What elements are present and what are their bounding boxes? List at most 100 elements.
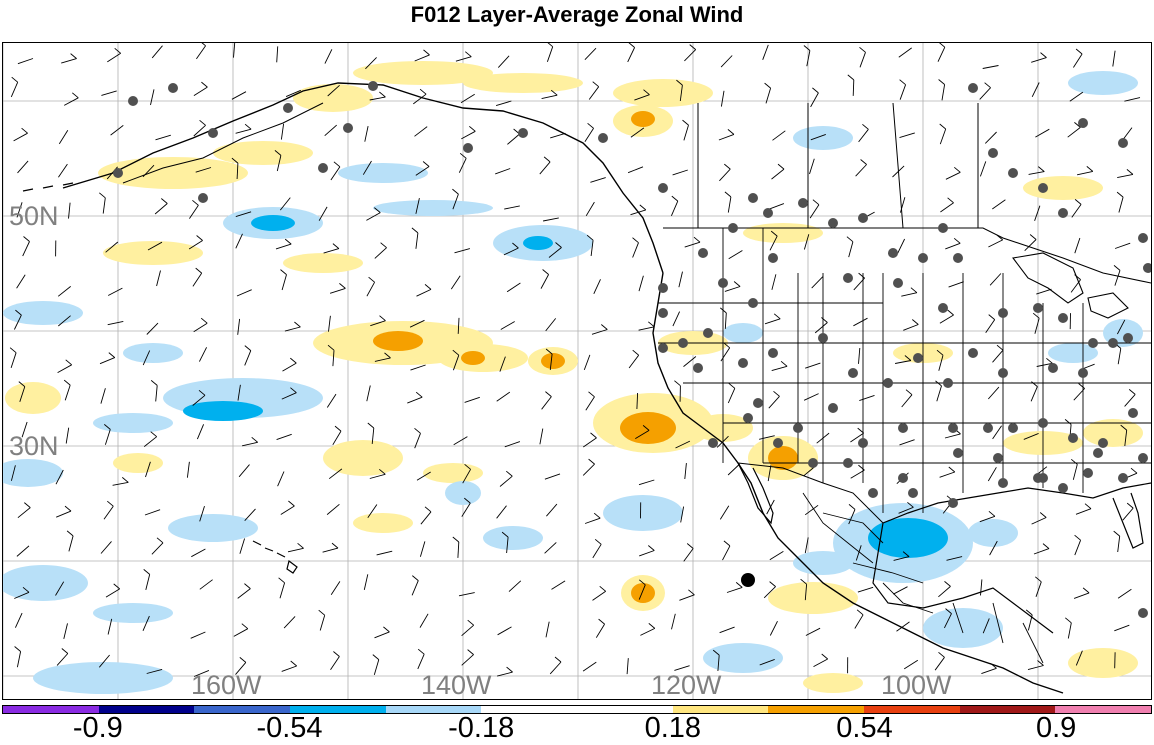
station-dot [768,253,778,263]
hawaii [253,541,297,573]
wind-barb [727,587,742,592]
wind-barb [940,315,954,323]
wind-barb-flag [369,277,375,282]
wind-barb [546,622,549,638]
wind-barb [858,587,873,592]
wind-barb-flag [109,353,115,358]
wind-barb [11,82,17,97]
wind-barb-flag [1114,265,1120,270]
wind-barb [981,668,996,673]
colorbar-label: 0.18 [645,712,701,745]
wind-barb-flag [861,160,867,165]
wind-barb-flag [1038,167,1044,172]
wind-barb [281,124,283,140]
station-dot [968,83,978,93]
wind-barb [157,271,161,287]
wind-barb [550,133,565,138]
wind-barb [805,363,820,368]
wind-barb-flag [770,582,776,587]
wind-barb-flag [858,465,864,470]
station-dot [828,403,838,413]
positive-wind-region [631,111,655,127]
wind-barb [69,536,73,552]
station-dot [1108,338,1118,348]
wind-barb [937,386,942,401]
wind-barb [981,579,982,595]
wind-barb-flag [547,43,553,47]
negative-wind-region [373,200,493,216]
wind-barb [111,125,124,135]
wind-barb-flag [151,380,157,385]
wind-barb [593,591,606,600]
wind-barb-flag [383,627,389,632]
wind-barb [465,397,480,402]
wind-barb [14,133,28,141]
wind-barb-flag [633,238,639,243]
wind-barb [679,272,683,288]
wind-barb-flag [906,390,912,395]
wind-barb [640,628,654,635]
wind-barb [900,85,906,100]
colorbar-label: -0.9 [73,712,123,745]
wind-barb [1073,54,1082,68]
wind-barb [814,659,828,667]
colorbar-label: 0.54 [836,712,892,745]
wind-barb-flag [24,503,30,508]
wind-barb [719,134,734,140]
colorbar-label: 0.9 [1036,712,1076,745]
wind-barb [1076,509,1091,515]
wind-barb [367,386,371,402]
positive-wind-region [213,141,313,165]
wind-barb [281,506,295,515]
station-dot [843,458,853,468]
negative-wind-region [168,514,258,542]
positive-wind-region [293,84,373,112]
wind-barb-flag [774,391,780,396]
station-dot [343,123,353,133]
station-dot [998,308,1008,318]
wind-barb [685,463,687,479]
wind-barb [327,394,336,407]
wind-barb-flag [1085,504,1091,509]
wind-barb [988,240,1002,247]
wind-barb-flag [245,124,251,129]
wind-barb [199,347,206,361]
wind-barb [673,170,688,175]
wind-barb [980,88,991,100]
wind-barb [283,363,297,371]
station-dot [748,298,758,308]
wind-barb-flag [10,348,16,353]
wind-barb [497,392,510,401]
wind-barb-flag [1040,513,1046,518]
station-dot [693,363,703,373]
wind-barb [812,277,823,289]
wind-barb [23,242,30,257]
wind-barb [765,319,780,324]
wind-barb-flag [1117,192,1123,197]
graticule [3,43,1151,699]
station-dot [798,198,808,208]
wind-barb-flag [453,537,459,542]
wind-barb-flag [857,610,863,615]
wind-barb-flag [648,546,654,551]
wind-barb-flag [1079,384,1085,389]
positive-wind-region [461,351,485,365]
wind-barb [280,583,285,598]
wind-barb [684,549,694,562]
map-panel[interactable]: 50N 30N 160W 140W 120W 100W [2,42,1152,700]
wind-barb-flag [65,506,71,511]
wind-barb [721,91,724,107]
station-dot [848,368,858,378]
wind-barb [196,46,205,59]
wind-barb [495,169,510,174]
station-dot [898,423,908,433]
wind-barb [200,580,213,590]
wind-barb [17,546,29,557]
wind-barb [545,542,557,553]
wind-barb-flag [373,655,379,660]
wind-barb [772,274,776,290]
wind-barb-flag [900,80,906,85]
wind-barb [946,172,960,179]
wind-barb [993,426,1002,439]
wind-barb [416,233,418,249]
